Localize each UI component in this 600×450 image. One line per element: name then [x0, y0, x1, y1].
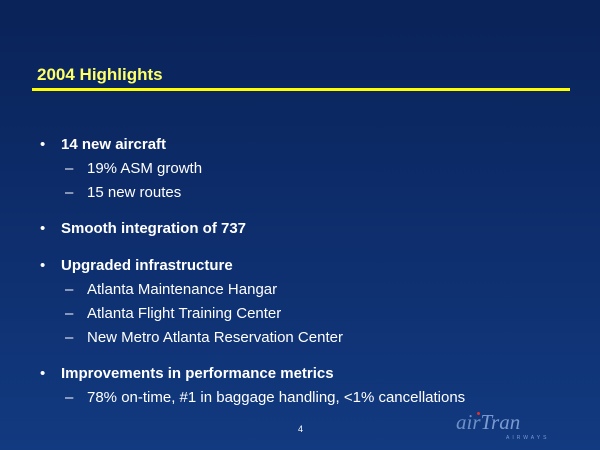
- bullet-marker: •: [40, 220, 46, 237]
- logo-tagline: AIRWAYS: [506, 435, 550, 441]
- sub-bullet-item: 19% ASM growth: [87, 160, 203, 177]
- bullet-item: Smooth integration of 737: [61, 220, 247, 237]
- logo-wordmark: airTran: [456, 410, 520, 435]
- sub-bullet-marker: –: [65, 160, 74, 177]
- sub-bullet-item: Atlanta Maintenance Hangar: [87, 281, 278, 298]
- page-number: 4: [298, 424, 304, 434]
- sub-bullet-marker: –: [65, 329, 74, 346]
- slide-title: 2004 Highlights: [37, 65, 163, 84]
- sub-bullet-item: New Metro Atlanta Reservation Center: [87, 329, 343, 346]
- sub-bullet-marker: –: [65, 184, 74, 201]
- sub-bullet-marker: –: [65, 389, 74, 406]
- logo-dot-icon: [477, 412, 480, 415]
- sub-bullet-item: Atlanta Flight Training Center: [87, 305, 282, 322]
- sub-bullet-marker: –: [65, 305, 74, 322]
- bullet-marker: •: [40, 257, 46, 274]
- bullet-marker: •: [40, 365, 46, 382]
- sub-bullet-item: 78% on-time, #1 in baggage handling, <1%…: [87, 389, 466, 406]
- sub-bullet-item: 15 new routes: [87, 184, 182, 201]
- logo-part-tran: Tran: [480, 410, 521, 434]
- bullet-item: 14 new aircraft: [61, 136, 167, 153]
- airtran-logo: airTran AIRWAYS: [456, 410, 576, 444]
- bullet-marker: •: [40, 136, 46, 153]
- sub-bullet-marker: –: [65, 281, 74, 298]
- bullet-item: Improvements in performance metrics: [61, 365, 334, 382]
- bullet-item: Upgraded infrastructure: [61, 257, 233, 274]
- title-underline: [32, 88, 570, 91]
- logo-part-air: air: [456, 410, 481, 434]
